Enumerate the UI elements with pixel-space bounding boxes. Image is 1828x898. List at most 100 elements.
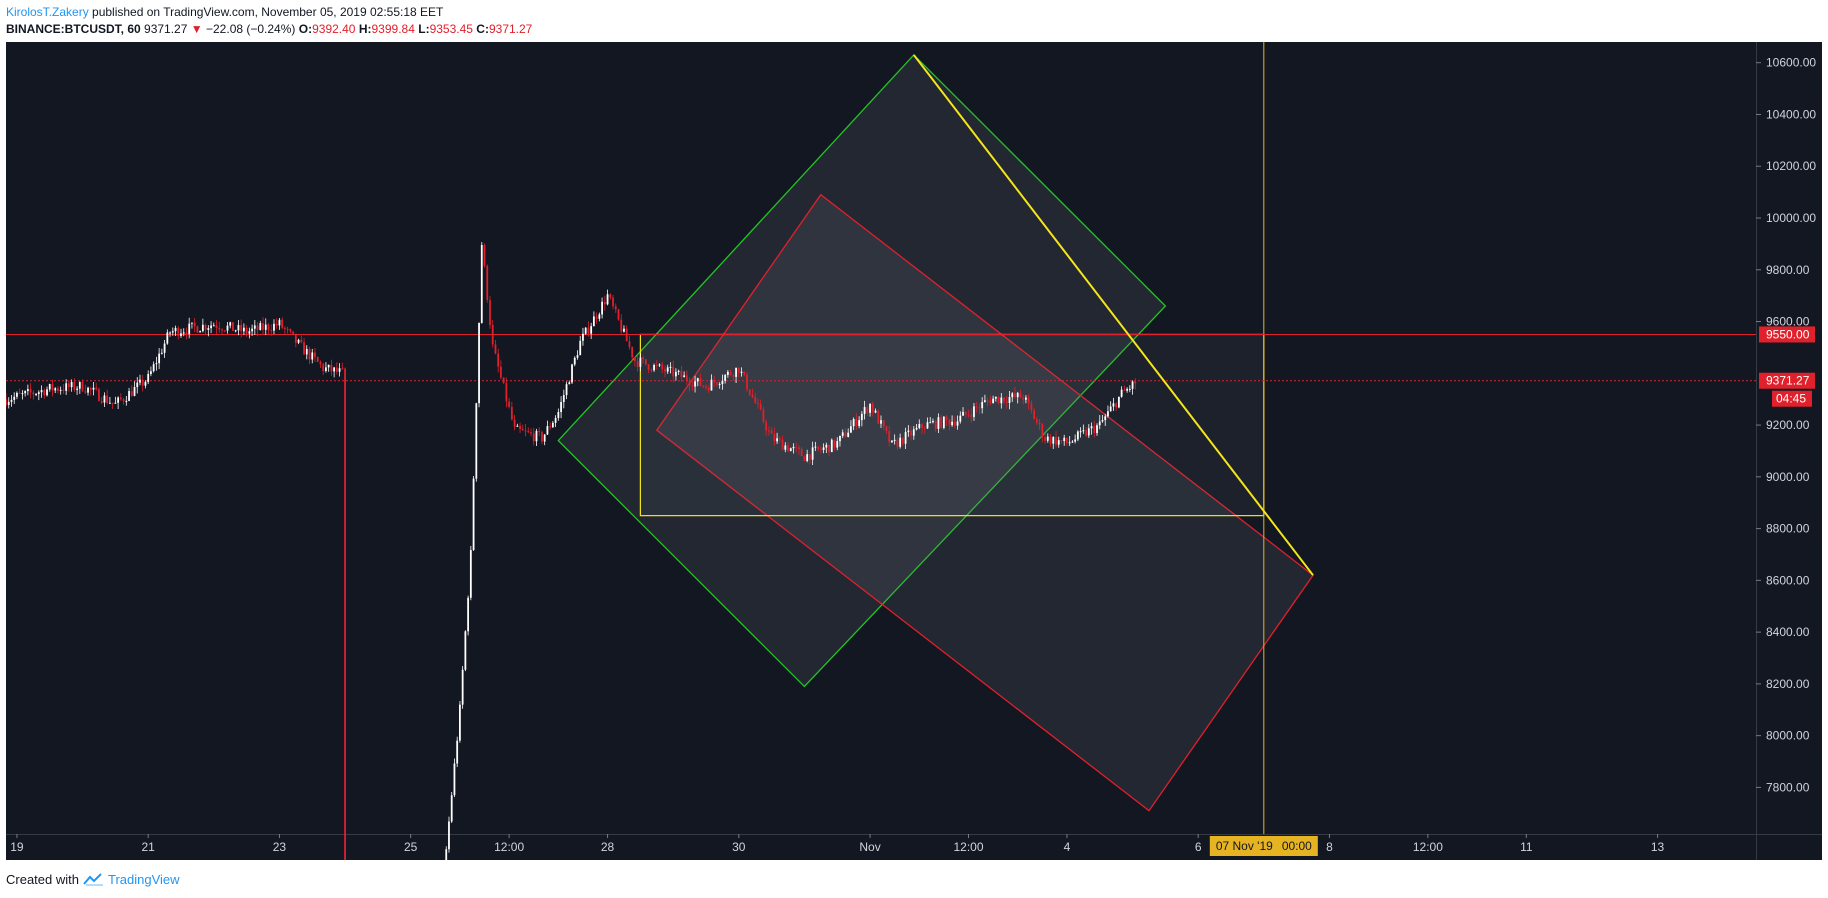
candle-body: [270, 330, 273, 332]
price-chart[interactable]: 10600.00 10400.00 10200.00 10000.00 9800.00 9…: [6, 42, 1822, 860]
candle-body: [1126, 388, 1128, 391]
candle-body: [746, 374, 748, 390]
candle-body: [912, 429, 915, 436]
resistance-price-tag: [1759, 326, 1815, 343]
candle-body: [901, 437, 904, 444]
candle-body: [459, 704, 461, 741]
chart-frame[interactable]: 10600.00 10400.00 10200.00 10000.00 9800.00 9…: [6, 42, 1822, 860]
candle-body: [152, 364, 155, 372]
candle-body: [109, 402, 111, 404]
candle-body: [590, 326, 593, 334]
candle-body: [841, 432, 844, 436]
price-tick-label: 10400.00: [1766, 107, 1816, 121]
candle-body: [994, 396, 997, 399]
candle-body: [1000, 397, 1003, 404]
candle-body: [67, 383, 70, 388]
candle-body: [319, 361, 322, 365]
candle-body: [773, 433, 776, 442]
candle-body: [155, 363, 158, 365]
candle-body: [54, 388, 57, 391]
candle-body: [294, 333, 297, 343]
candle-body: [986, 400, 989, 402]
candle-body: [29, 389, 32, 393]
candle-body: [606, 294, 609, 305]
candle-body: [781, 439, 784, 450]
candle-body: [284, 327, 286, 329]
candle-body: [497, 353, 500, 367]
candle-body: [37, 392, 40, 395]
candle-body: [650, 369, 653, 371]
candle-body: [817, 446, 820, 450]
candle-body: [1052, 436, 1055, 444]
candle-body: [160, 352, 163, 354]
candle-body: [508, 401, 511, 407]
close-value: 9371.27: [488, 22, 533, 36]
candle-body: [57, 388, 59, 391]
candle-body: [975, 406, 978, 408]
candle-body: [751, 394, 754, 398]
candle-body: [809, 454, 811, 460]
price-tick-label: 9000.00: [1766, 470, 1810, 484]
candle-body: [163, 343, 166, 353]
candle-body: [136, 382, 139, 388]
candle-body: [800, 449, 803, 457]
price-tick-label: 10200.00: [1766, 159, 1816, 173]
candle-body: [472, 478, 475, 551]
candle-body: [1060, 440, 1063, 442]
candle-body: [1014, 393, 1016, 398]
candle-body: [767, 430, 770, 432]
candle-body: [1134, 381, 1137, 384]
candle-body: [754, 397, 757, 403]
candle-body: [147, 373, 150, 382]
candle-body: [144, 381, 147, 386]
candle-body: [341, 368, 344, 370]
candle-body: [240, 325, 243, 332]
candle-body: [953, 421, 956, 426]
candle-body: [757, 402, 759, 405]
candle-body: [305, 348, 308, 355]
candle-body: [997, 396, 1000, 404]
candle-body: [185, 332, 188, 334]
candle-body: [76, 388, 78, 390]
candle-body: [527, 430, 530, 433]
candle-body: [918, 424, 921, 428]
candle-body: [776, 438, 778, 442]
tradingview-brand-link[interactable]: TradingView: [108, 872, 180, 887]
candle-body: [7, 401, 10, 405]
candle-body: [500, 366, 502, 378]
candle-body: [1008, 397, 1011, 403]
candle-body: [210, 325, 212, 329]
symbol-ticker: BINANCE:BTCUSDT, 60: [6, 22, 141, 36]
price-tick-label: 9800.00: [1766, 263, 1810, 277]
time-tick-label: 21: [142, 840, 156, 854]
candle-body: [128, 391, 130, 401]
candle-body: [201, 324, 204, 332]
candle-body: [193, 322, 196, 327]
candle-body: [1046, 436, 1049, 441]
candle-body: [1011, 393, 1014, 398]
candle-body: [89, 387, 92, 390]
candle-body: [847, 432, 850, 437]
candle-body: [338, 368, 341, 372]
candle-body: [893, 439, 896, 441]
candle-body: [904, 432, 907, 444]
author-link[interactable]: KirolosT.Zakery: [6, 5, 89, 19]
high-label: H:: [358, 22, 372, 36]
candle-body: [576, 355, 579, 358]
candle-body: [877, 410, 880, 424]
candle-body: [1104, 416, 1107, 421]
candle-body: [1055, 436, 1057, 445]
publish-header: KirolosT.Zakery published on TradingView…: [6, 4, 443, 20]
last-price-label: 9371.27: [1766, 374, 1810, 388]
candle-body: [661, 364, 664, 370]
candle-body: [524, 430, 527, 432]
candle-body: [666, 367, 669, 372]
candle-body: [73, 381, 76, 390]
candle-body: [344, 368, 346, 860]
candle-body: [691, 385, 694, 387]
price-tick-label: 8000.00: [1766, 729, 1810, 743]
candle-body: [125, 400, 128, 402]
candle-body: [1074, 439, 1077, 442]
candle-body: [510, 406, 513, 420]
candle-body: [1033, 410, 1036, 420]
